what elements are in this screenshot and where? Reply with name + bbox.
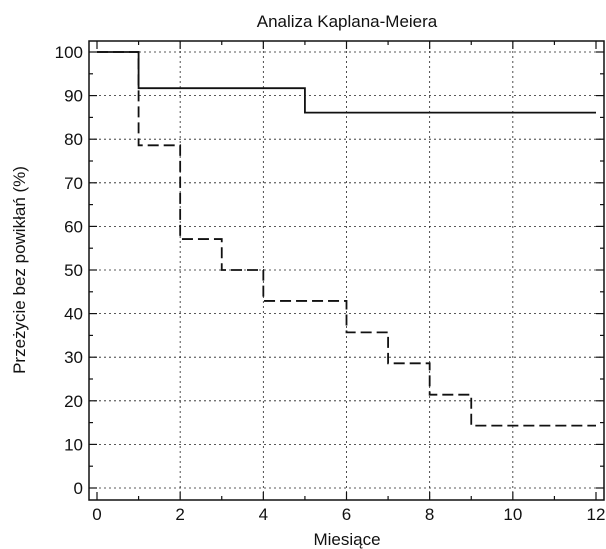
- x-tick-label-10: 10: [503, 505, 522, 524]
- y-tick-label-80: 80: [64, 130, 83, 149]
- y-tick-label-30: 30: [64, 348, 83, 367]
- x-tick-labels: 0 2 4 6 8 10 12: [92, 505, 605, 524]
- y-tick-label-0: 0: [74, 479, 83, 498]
- chart-title: Analiza Kaplana-Meiera: [257, 12, 438, 31]
- x-axis-label: Miesiące: [313, 530, 380, 549]
- y-tick-label-60: 60: [64, 217, 83, 236]
- series-group: [97, 51, 596, 427]
- x-tick-label-8: 8: [425, 505, 434, 524]
- y-tick-labels: 0 10 20 30 40 50 60 70 80 90 100: [55, 43, 83, 498]
- x-tick-label-12: 12: [587, 505, 606, 524]
- y-axis-label: Przeżycie bez powikłań (%): [10, 166, 29, 374]
- grid-lines: [89, 41, 604, 500]
- y-tick-label-100: 100: [55, 43, 83, 62]
- axis-ticks: [89, 41, 604, 500]
- x-tick-label-2: 2: [175, 505, 184, 524]
- y-tick-label-90: 90: [64, 87, 83, 106]
- y-tick-label-40: 40: [64, 305, 83, 324]
- y-tick-label-70: 70: [64, 174, 83, 193]
- y-tick-label-50: 50: [64, 261, 83, 280]
- y-tick-label-10: 10: [64, 435, 83, 454]
- x-tick-label-6: 6: [342, 505, 351, 524]
- x-tick-label-4: 4: [259, 505, 268, 524]
- x-tick-label-0: 0: [92, 505, 101, 524]
- series-line-2: [97, 51, 596, 427]
- y-tick-label-20: 20: [64, 392, 83, 411]
